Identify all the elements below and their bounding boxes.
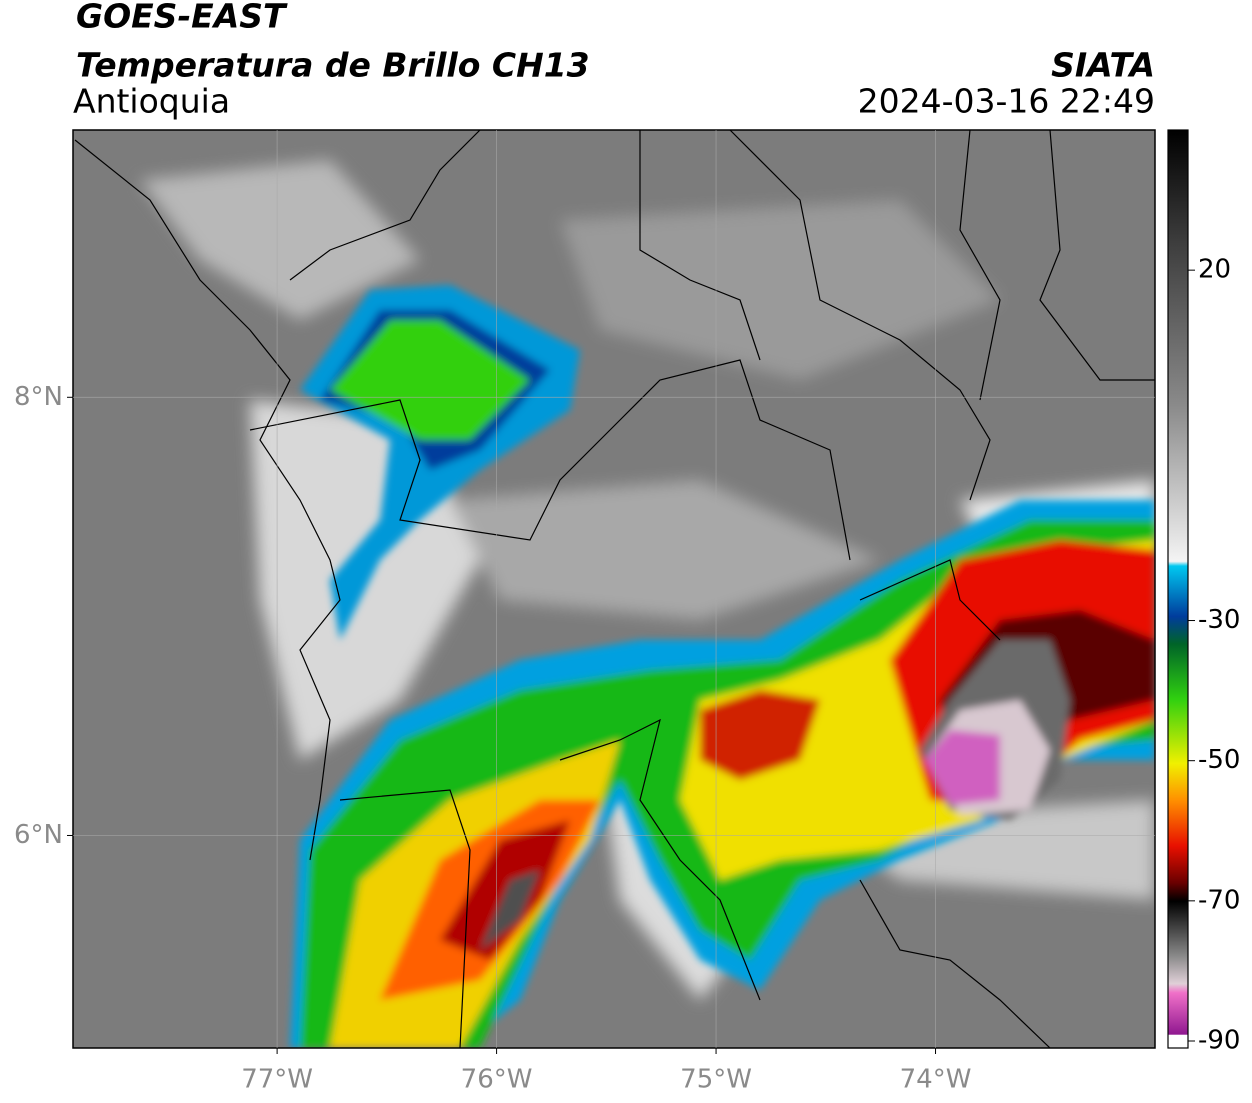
satellite: GOES-EAST [76,0,288,36]
satellite-image [73,130,1155,1048]
colorbar-tick-label: -30 [1198,605,1240,635]
source: SIATA [1051,46,1155,85]
product: Temperatura de Brillo CH13 [76,46,590,85]
boundaries [74,130,1155,1048]
colorbar-tick-label: -50 [1198,745,1240,775]
region: Antioquia [73,82,230,121]
lon-tick-label: 77°W [241,1065,313,1095]
lon-tick-label: 75°W [680,1065,752,1095]
colorbar-tick-label: 20 [1198,255,1231,285]
datetime: 2024-03-16 22:49 [858,82,1155,121]
colorbar-tick-label: -70 [1198,885,1240,915]
colorbar-tick-label: -90 [1198,1025,1240,1055]
lat-tick-label: 6°N [14,820,63,850]
lon-tick-label: 76°W [461,1065,533,1095]
colorbar [1167,129,1189,1049]
lat-tick-label: 8°N [14,382,63,412]
map-frame [72,129,1156,1049]
lon-tick-label: 74°W [900,1065,972,1095]
